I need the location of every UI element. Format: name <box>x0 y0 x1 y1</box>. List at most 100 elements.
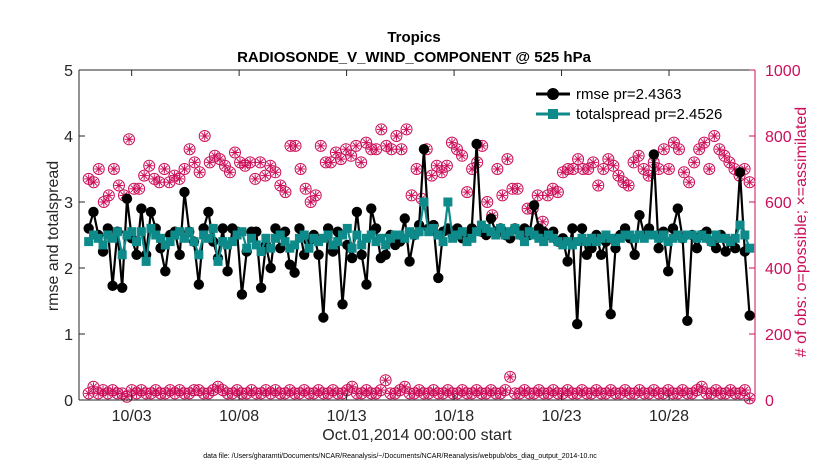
spread-point <box>376 233 386 243</box>
rmse-point <box>351 206 363 218</box>
obs-marker <box>198 130 211 142</box>
obs-marker <box>657 143 670 156</box>
rmse-point <box>485 213 497 224</box>
spread-point <box>433 230 443 240</box>
obs-marker <box>461 186 474 199</box>
obs-assim-d2 <box>698 383 706 391</box>
obs-assim-d2 <box>665 165 673 173</box>
rmse-point <box>107 280 118 292</box>
obs-possible-circle <box>622 179 635 192</box>
spread-point <box>740 230 750 240</box>
spread-point <box>357 240 367 250</box>
obs-assim-d2 <box>730 165 738 173</box>
obs-marker <box>504 370 517 383</box>
obs-assim-d2 <box>302 185 310 193</box>
obs-marker <box>107 163 120 175</box>
spread-point <box>290 240 300 250</box>
rmse-point <box>313 249 324 260</box>
chart-subtitle: RADIOSONDE_V_WIND_COMPONENT @ 525 hPa <box>237 49 592 66</box>
obs-possible-circle <box>481 196 494 208</box>
obs-assim-d2 <box>501 386 509 394</box>
obs-assim-d2 <box>266 162 274 170</box>
obs-assim-d2 <box>675 145 683 153</box>
obs-assim-d2 <box>619 178 627 186</box>
obs-assim-d2 <box>125 135 133 143</box>
obs-marker <box>551 186 564 199</box>
obs-assim-d2 <box>382 376 390 384</box>
spread-point <box>467 233 477 243</box>
obs-assim-d2 <box>382 142 390 150</box>
spread-point <box>553 237 563 247</box>
spread-point <box>405 227 415 237</box>
spread-point <box>745 243 755 253</box>
obs-possible-circle <box>607 159 620 172</box>
rmse-point <box>366 203 377 214</box>
obs-assim-d2 <box>604 155 612 163</box>
obs-possible-circle <box>385 143 398 156</box>
obs-assim-d2 <box>715 145 723 153</box>
obs-assim-d2 <box>246 158 254 166</box>
spread-point <box>93 233 103 243</box>
spread-point <box>299 230 309 240</box>
obs-assim-d2 <box>720 152 728 160</box>
spread-point <box>242 243 252 253</box>
spread-point <box>462 237 472 247</box>
spread-point <box>577 233 587 243</box>
obs-assim-d2 <box>357 158 365 166</box>
obs-possible-circle <box>92 163 105 175</box>
obs-assim-d2 <box>614 172 622 180</box>
obs-possible-circle <box>345 149 358 162</box>
obs-marker <box>445 136 458 149</box>
obs-marker <box>683 176 696 189</box>
obs-assim-d2 <box>392 132 400 140</box>
spread-point <box>122 230 132 240</box>
obs-assim-d2 <box>589 158 597 166</box>
spread-point <box>127 227 137 237</box>
obs-possible-circle <box>531 189 544 202</box>
rmse-point <box>672 203 683 214</box>
obs-assim-d2 <box>348 383 356 391</box>
rmse-point <box>653 243 664 254</box>
y-tick-label: 4 <box>64 129 73 146</box>
rmse-point <box>634 210 645 221</box>
obs-marker <box>567 163 580 175</box>
obs-assim-d2 <box>342 145 350 153</box>
obs-possible-circle <box>632 149 645 162</box>
spread-point <box>213 256 223 266</box>
obs-marker <box>738 384 751 397</box>
obs-assim-d2 <box>453 145 461 153</box>
obs-possible-circle <box>592 179 605 192</box>
obs-assim-d2 <box>241 162 249 170</box>
spread-point <box>601 230 611 240</box>
x-tick-label: 10/28 <box>649 408 689 425</box>
rmse-point <box>289 267 300 278</box>
rmse-point <box>145 206 157 218</box>
obs-possible-circle <box>183 143 196 156</box>
obs-assim-d2 <box>135 185 143 193</box>
spread-point <box>505 227 515 237</box>
legend: rmse pr=2.4363 totalspread pr=2.4526 <box>531 80 745 130</box>
obs-assim-d2 <box>741 386 749 394</box>
obs-possible-circle <box>672 143 685 156</box>
spread-point <box>654 233 664 243</box>
obs-marker <box>531 189 544 202</box>
rmse-point <box>88 206 99 218</box>
spread-point <box>304 243 314 253</box>
rmse-point <box>356 249 367 260</box>
obs-possible-circle <box>178 163 191 175</box>
rmse-point <box>572 318 583 330</box>
obs-marker <box>405 189 418 202</box>
rmse-point <box>562 256 573 267</box>
rmse-point <box>203 206 214 218</box>
obs-marker <box>158 163 171 175</box>
obs-marker <box>592 179 605 192</box>
obs-marker <box>294 163 307 175</box>
rmse-point <box>160 266 171 277</box>
obs-assim-d2 <box>89 383 97 391</box>
spread-point <box>227 237 237 247</box>
obs-assim-d2 <box>599 165 607 173</box>
spread-point <box>682 230 692 240</box>
obs-assim-d2 <box>160 165 168 173</box>
obs-assim-d2 <box>236 158 244 166</box>
spread-point <box>539 237 549 247</box>
